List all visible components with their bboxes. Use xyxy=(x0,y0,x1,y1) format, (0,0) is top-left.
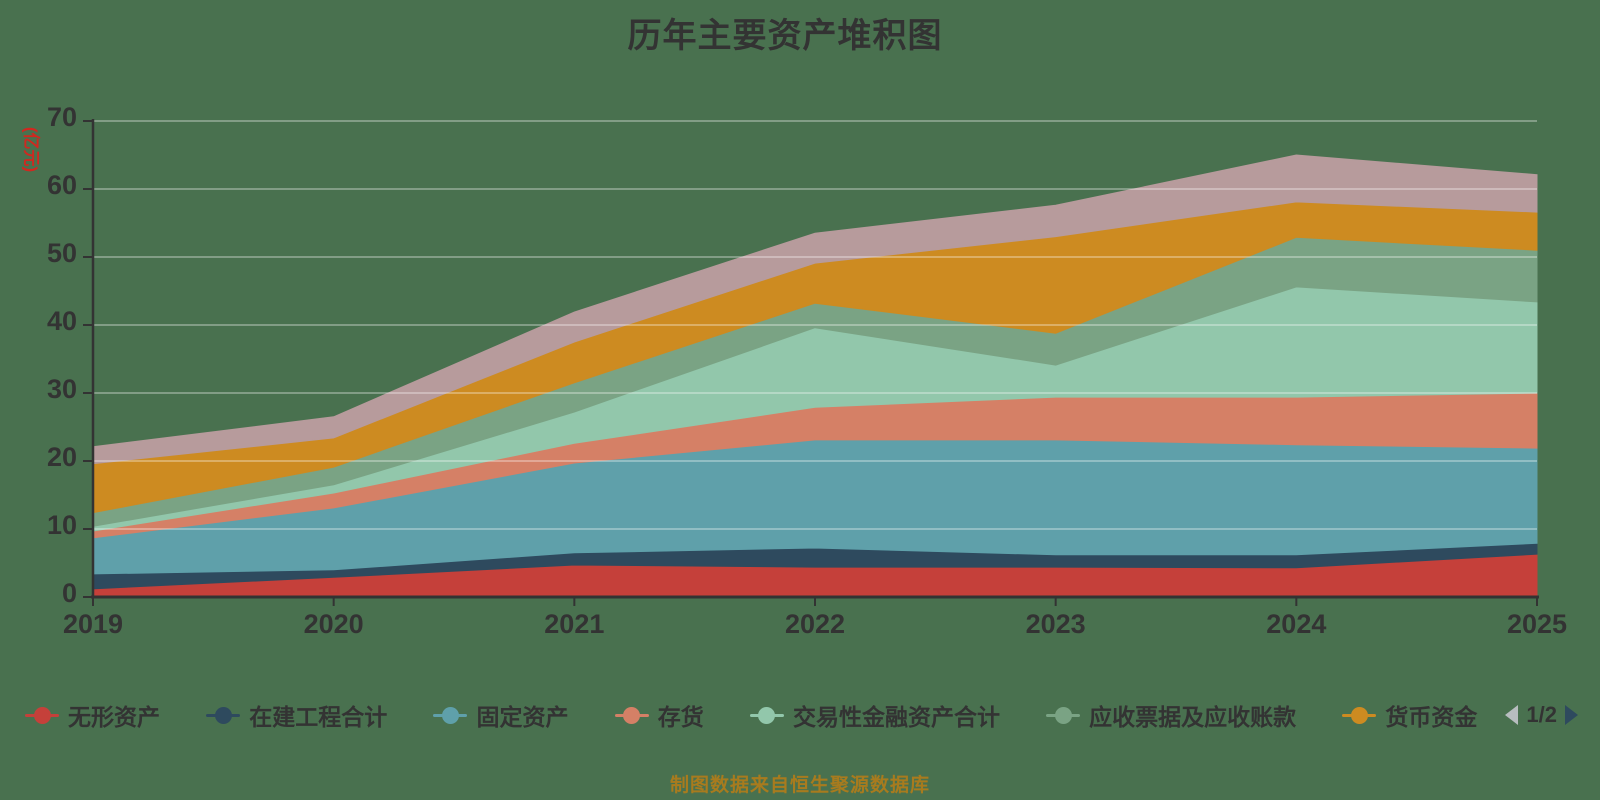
y-tick-label-60: 60 xyxy=(47,170,77,200)
legend-item-6[interactable]: 应收票据及应收账款 xyxy=(1046,698,1296,732)
legend-label: 交易性金融资产合计 xyxy=(792,704,1000,730)
legend-item-3[interactable]: 固定资产 xyxy=(433,698,568,732)
pager-page-indicator: 1/2 xyxy=(1526,702,1557,727)
legend-item-5[interactable]: 交易性金融资产合计 xyxy=(749,698,1000,732)
x-tick-label-2023: 2023 xyxy=(1026,609,1086,639)
y-tick-label-50: 50 xyxy=(47,238,77,268)
legend-item-4[interactable]: 存货 xyxy=(614,698,704,732)
x-tick-label-2025: 2025 xyxy=(1507,609,1567,639)
chart-title: 历年主要资产堆积图 xyxy=(627,17,943,55)
legend-marker-icon xyxy=(749,706,784,724)
legend-marker-icon xyxy=(614,706,649,724)
data-source-note: 制图数据来自恒生聚源数据库 xyxy=(669,775,930,796)
y-tick-label-70: 70 xyxy=(47,102,77,132)
y-tick-label-20: 20 xyxy=(47,442,77,472)
x-tick-label-2019: 2019 xyxy=(63,609,123,639)
legend-label: 在建工程合计 xyxy=(249,704,388,730)
y-tick-label-0: 0 xyxy=(62,578,77,608)
y-tick-label-40: 40 xyxy=(47,306,77,336)
y-tick-label-30: 30 xyxy=(47,374,77,404)
legend-row: 无形资产 在建工程合计 固定资产 存货 交易性金融资产合计 应收票据及应收账款 货币资金 1… xyxy=(25,697,1578,733)
legend-label: 固定资产 xyxy=(476,704,569,730)
legend-item-1[interactable]: 无形资产 xyxy=(25,698,160,732)
legend-marker-icon xyxy=(25,706,59,724)
legend-item-7[interactable]: 货币资金 xyxy=(1342,698,1477,732)
legend-items: 无形资产 在建工程合计 固定资产 存货 交易性金融资产合计 应收票据及应收账款 货币资金 xyxy=(25,698,1477,732)
x-tick-label-2024: 2024 xyxy=(1266,609,1326,639)
legend-marker-icon xyxy=(1046,706,1081,724)
legend-label: 应收票据及应收账款 xyxy=(1089,704,1297,730)
pager-prev-icon[interactable] xyxy=(1505,705,1519,725)
legend-marker-icon xyxy=(1342,706,1377,724)
legend-label: 无形资产 xyxy=(68,704,160,730)
legend-marker-icon xyxy=(206,706,241,724)
y-tick-label-10: 10 xyxy=(47,510,77,540)
legend-marker-icon xyxy=(433,706,468,724)
legend-pager: 1/2 xyxy=(1505,702,1578,728)
area-band-8[interactable] xyxy=(92,154,1538,465)
x-tick-label-2021: 2021 xyxy=(544,609,604,639)
legend-label: 货币资金 xyxy=(1385,704,1478,730)
x-tick-label-2022: 2022 xyxy=(785,609,845,639)
legend-item-2[interactable]: 在建工程合计 xyxy=(206,698,387,732)
legend-label: 存货 xyxy=(657,704,704,730)
pager-next-icon[interactable] xyxy=(1565,705,1578,725)
x-tick-label-2020: 2020 xyxy=(304,609,364,639)
